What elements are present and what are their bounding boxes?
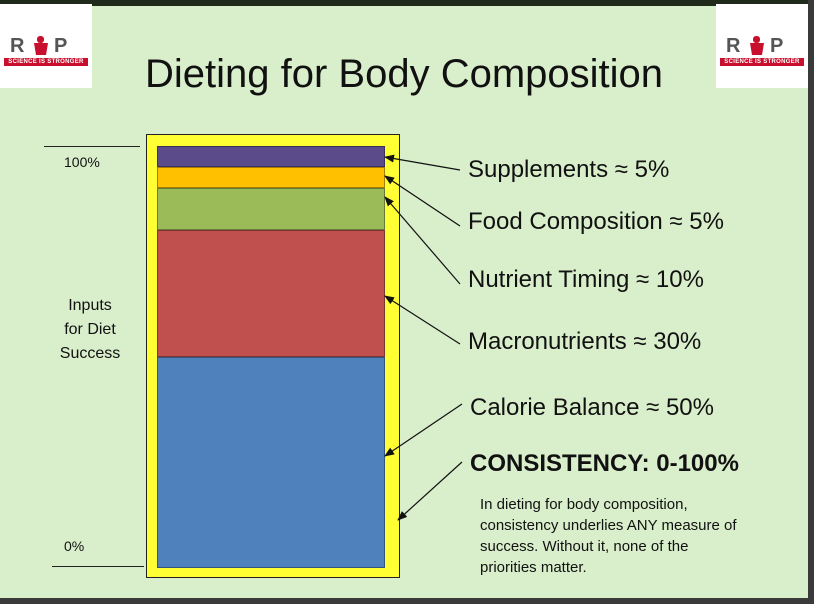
rip-logo-mark: R P xyxy=(726,35,783,56)
label-nutrient-timing: Nutrient Timing ≈ 10% xyxy=(468,266,704,293)
rip-logo-mark: R P xyxy=(10,35,67,56)
svg-text:R: R xyxy=(10,35,25,56)
label-macronutrients: Macronutrients ≈ 30% xyxy=(468,328,702,355)
axis-bottom-label: 0% xyxy=(64,538,85,554)
inputs-label-line: Success xyxy=(59,345,121,362)
logo-tagline: SCIENCE IS STRONGER xyxy=(720,58,804,66)
label-food-composition: Food Composition ≈ 5% xyxy=(468,208,724,235)
rip-logo-right: R P SCIENCE IS STRONGER xyxy=(716,4,808,88)
arrow-supplements xyxy=(384,154,461,171)
inputs-label: Inputs for Diet Success xyxy=(50,294,130,366)
arrow-food-composition xyxy=(384,175,461,227)
axis-top-label: 100% xyxy=(64,154,100,170)
top-rule xyxy=(44,146,140,147)
svg-text:P: P xyxy=(54,35,67,56)
segment-calorie-balance xyxy=(157,357,385,568)
window-edge-bottom xyxy=(0,598,814,604)
arrow-calorie-balance xyxy=(384,403,463,457)
arrow-nutrient-timing xyxy=(384,196,461,285)
inputs-label-line: for Diet xyxy=(64,321,116,338)
logo-tagline: SCIENCE IS STRONGER xyxy=(4,58,88,66)
consistency-note: In dieting for body composition, consist… xyxy=(480,496,737,576)
svg-text:R: R xyxy=(726,35,741,56)
slide-title: Dieting for Body Composition xyxy=(144,52,664,96)
consistency-heading: CONSISTENCY: 0-100% xyxy=(470,450,739,477)
window-edge-right xyxy=(808,0,814,604)
inputs-label-line: Inputs xyxy=(68,297,112,314)
bottom-rule xyxy=(52,566,144,567)
svg-text:P: P xyxy=(770,35,783,56)
segment-nutrient-timing xyxy=(157,188,385,230)
segment-macronutrients xyxy=(157,230,385,357)
top-strip xyxy=(0,0,808,6)
label-calorie-balance: Calorie Balance ≈ 50% xyxy=(470,394,714,421)
arrow-macronutrients xyxy=(384,295,461,345)
rip-logo-left: R P SCIENCE IS STRONGER xyxy=(0,4,92,88)
label-supplements: Supplements ≈ 5% xyxy=(468,156,670,183)
arrow-consistency xyxy=(397,461,463,521)
priority-stack xyxy=(157,146,385,568)
